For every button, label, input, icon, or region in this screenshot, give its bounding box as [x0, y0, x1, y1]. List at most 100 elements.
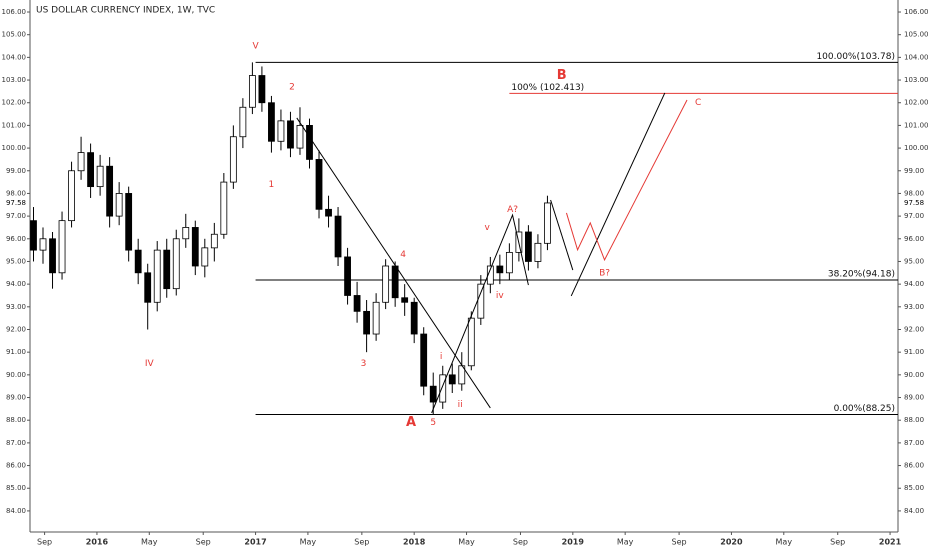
y-tick-label: 99.00	[904, 167, 924, 175]
y-tick-label: 84.00	[6, 507, 26, 515]
candle-body	[439, 374, 447, 403]
last-price-label: 97.58	[904, 199, 924, 207]
candle-body	[115, 193, 123, 217]
y-tick-label: 88.00	[6, 416, 26, 424]
trend-line	[550, 199, 574, 271]
wave-label: iv	[496, 291, 505, 301]
trend-line	[296, 117, 491, 409]
y-tick-label: 101.00	[2, 121, 27, 129]
candle-body	[382, 265, 390, 303]
fib-level-label: 100% (102.413)	[511, 83, 584, 93]
fib-level-label: 100.00%(103.78)	[816, 52, 895, 62]
y-tick-label: 89.00	[904, 394, 924, 402]
y-tick-label: 86.00	[904, 462, 924, 470]
x-tick-label: Sep	[354, 538, 369, 547]
candle-body	[58, 220, 66, 274]
wave-label: 1	[269, 180, 275, 190]
y-tick-label: 91.00	[904, 348, 924, 356]
candle-body	[315, 159, 323, 210]
wave-label: v	[484, 223, 490, 233]
y-tick-label: 92.00	[6, 325, 26, 333]
y-tick-label: 102.00	[904, 99, 929, 107]
candle-body	[68, 170, 75, 222]
candle-body	[372, 301, 380, 335]
candle-body	[144, 272, 152, 303]
candle-body	[220, 181, 228, 235]
wave-label: C	[695, 98, 701, 108]
x-tick-label: 2021	[879, 538, 902, 547]
x-tick-label: Sep	[672, 538, 687, 547]
wave-label: 3	[361, 359, 367, 369]
candle-body	[525, 231, 532, 262]
candle-body	[191, 227, 199, 267]
y-tick-label: 98.00	[6, 189, 26, 197]
candle-body	[268, 102, 275, 142]
chart-title: US DOLLAR CURRENCY INDEX, 1W, TVC	[36, 6, 215, 16]
wave-label: i	[440, 352, 443, 362]
x-tick-label: 2018	[403, 538, 426, 547]
x-tick-label: 2017	[244, 538, 266, 547]
candle-body	[30, 220, 37, 251]
wave-label: 5	[430, 418, 436, 428]
wave-label: A	[406, 415, 416, 430]
trend-line	[565, 99, 688, 262]
y-tick-label: 103.00	[2, 76, 27, 84]
y-tick-label: 106.00	[904, 8, 929, 16]
y-tick-label: 94.00	[904, 280, 924, 288]
y-tick-label: 105.00	[904, 31, 929, 39]
y-tick-label: 87.00	[904, 439, 924, 447]
candle-body	[87, 152, 94, 188]
y-tick-label: 102.00	[2, 99, 27, 107]
candle-body	[363, 310, 371, 335]
candle-body	[467, 317, 475, 367]
candle-body	[229, 136, 237, 183]
candle-body	[391, 265, 399, 299]
candle-body	[49, 238, 56, 274]
x-tick-label: Sep	[513, 538, 528, 547]
candle-body	[296, 125, 304, 149]
candle-body	[39, 238, 47, 251]
candle-body	[77, 152, 85, 172]
candle-body	[325, 208, 332, 217]
y-tick-label: 99.00	[6, 167, 26, 175]
y-tick-label: 106.00	[2, 8, 27, 16]
candle-body	[344, 256, 351, 296]
y-tick-label: 95.00	[904, 257, 924, 265]
candle-body	[163, 249, 171, 290]
y-tick-label: 104.00	[904, 53, 929, 61]
wave-label: B?	[599, 268, 610, 278]
fib-level-label: 0.00%(88.25)	[834, 404, 895, 414]
candle-body	[306, 125, 313, 160]
y-tick-label: 105.00	[2, 31, 27, 39]
candle-body	[544, 202, 551, 244]
candle-body	[410, 301, 418, 335]
y-tick-label: 103.00	[904, 76, 929, 84]
y-tick-label: 100.00	[2, 144, 27, 152]
y-tick-label: 85.00	[904, 484, 924, 492]
x-tick-label: Sep	[37, 538, 52, 547]
candle-body	[153, 249, 161, 303]
y-tick-label: 95.00	[6, 257, 26, 265]
candle-body	[201, 247, 209, 267]
candle-body	[401, 297, 409, 303]
candle-body	[248, 75, 256, 108]
candle-body	[448, 374, 456, 385]
y-tick-label: 91.00	[6, 348, 26, 356]
x-tick-label: May	[300, 538, 317, 547]
x-tick-label: May	[141, 538, 158, 547]
wave-label: V	[252, 42, 259, 52]
candle-body	[172, 238, 180, 290]
wave-label: ii	[458, 400, 463, 410]
y-tick-label: 87.00	[6, 439, 26, 447]
candle-body	[106, 165, 114, 217]
candle-body	[420, 333, 428, 387]
y-tick-label: 92.00	[904, 325, 924, 333]
last-price-label: 97.58	[6, 199, 26, 207]
trend-line	[570, 92, 666, 297]
y-tick-label: 94.00	[6, 280, 26, 288]
candle-body	[477, 283, 485, 319]
x-tick-label: May	[776, 538, 793, 547]
